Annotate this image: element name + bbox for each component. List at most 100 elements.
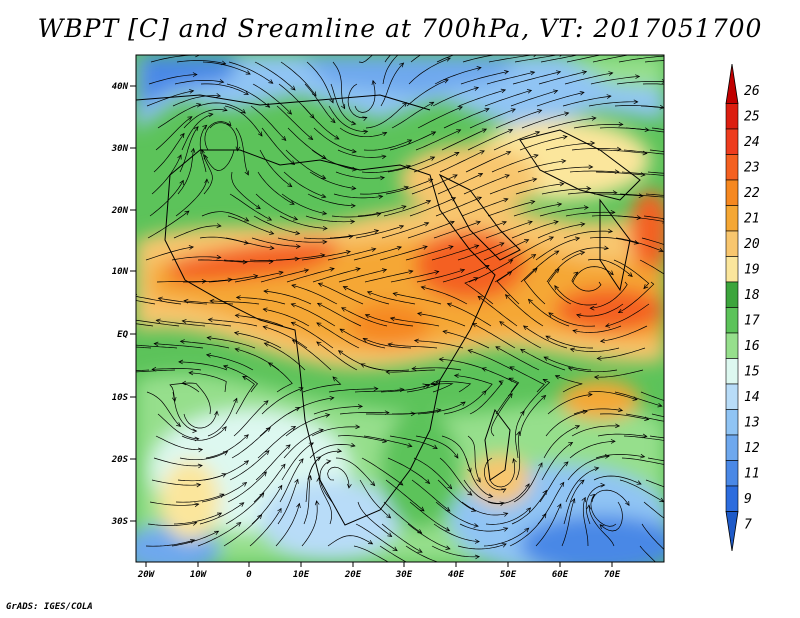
- streamline-arrow: [526, 89, 533, 94]
- streamline-arrow: [226, 121, 232, 127]
- streamline: [409, 501, 450, 532]
- streamline: [412, 367, 462, 371]
- lon-label: 50E: [500, 570, 517, 580]
- streamline-arrow: [695, 439, 699, 443]
- streamline-arrow: [255, 204, 261, 210]
- streamline: [491, 154, 539, 173]
- streamline-arrow: [420, 285, 426, 290]
- streamline-arrow: [559, 481, 565, 487]
- streamline: [461, 501, 508, 516]
- streamline-arrow: [192, 72, 198, 77]
- streamline: [417, 401, 466, 415]
- streamline: [523, 325, 568, 349]
- streamline-arrow: [245, 70, 251, 75]
- streamline: [151, 479, 201, 486]
- streamline-arrow: [183, 298, 189, 304]
- streamline-arrow: [557, 503, 562, 509]
- streamline: [311, 149, 357, 171]
- streamline: [228, 61, 274, 84]
- streamline-arrow: [334, 135, 340, 140]
- streamline-arrow: [591, 116, 597, 121]
- streamline-arrow: [509, 366, 515, 371]
- streamline-arrow: [476, 66, 482, 71]
- streamline-arrow: [615, 423, 621, 429]
- streamline-arrow: [525, 483, 530, 489]
- streamline-arrow: [179, 132, 185, 138]
- streamline-arrow: [291, 339, 297, 344]
- streamline: [335, 171, 385, 179]
- streamline: [291, 284, 338, 305]
- streamline-arrow: [434, 270, 440, 275]
- streamline-arrow: [382, 131, 388, 137]
- streamline-arrow: [476, 477, 481, 483]
- streamline: [509, 366, 545, 393]
- streamline: [554, 285, 598, 306]
- streamline-arrow: [398, 224, 405, 230]
- streamline: [154, 343, 204, 349]
- streamline: [569, 440, 616, 459]
- streamline-arrow: [541, 394, 547, 400]
- streamline: [621, 457, 664, 465]
- streamline-arrow: [642, 433, 648, 439]
- streamline: [511, 490, 547, 525]
- streamline: [153, 133, 185, 173]
- streamline: [457, 543, 507, 550]
- streamline-arrow: [203, 154, 209, 160]
- streamline: [535, 503, 562, 547]
- streamline-arrow: [235, 295, 241, 300]
- streamline: [543, 356, 592, 371]
- streamline: [206, 354, 254, 371]
- streamline-arrow: [665, 195, 669, 199]
- colorbar-label: 24: [744, 135, 760, 150]
- streamline-arrow: [454, 152, 460, 157]
- streamline: [226, 83, 270, 108]
- streamline-arrow: [553, 220, 559, 225]
- streamline-arrow: [326, 459, 332, 464]
- streamline-arrow: [290, 425, 297, 431]
- streamline-arrow: [526, 507, 532, 513]
- streamline-arrow: [510, 108, 516, 113]
- streamline: [536, 91, 585, 107]
- streamline-arrow: [362, 116, 368, 121]
- streamline-arrow: [316, 341, 322, 347]
- streamline: [545, 335, 593, 349]
- streamline-arrow: [379, 175, 385, 181]
- streamline: [263, 326, 308, 349]
- streamline-arrow: [214, 410, 219, 416]
- streamline-arrow: [504, 294, 510, 300]
- streamline: [640, 391, 664, 401]
- streamline: [183, 279, 232, 283]
- streamline: [563, 479, 585, 525]
- streamline-arrow: [381, 268, 388, 273]
- streamline: [181, 426, 227, 441]
- streamline-arrow: [516, 430, 521, 437]
- streamline: [541, 188, 591, 195]
- streamline: [387, 457, 430, 484]
- streamline: [520, 250, 559, 283]
- streamline: [582, 497, 589, 547]
- streamline: [354, 388, 404, 393]
- streamline-arrow: [264, 450, 270, 456]
- streamline-arrow: [562, 134, 568, 140]
- streamline: [360, 363, 410, 371]
- streamline: [171, 256, 221, 261]
- streamline-arrow: [569, 347, 575, 353]
- streamline: [564, 72, 613, 85]
- streamline: [510, 90, 558, 107]
- streamline-arrow: [422, 245, 428, 250]
- streamline-arrow: [268, 79, 274, 84]
- streamline-arrow: [362, 337, 368, 343]
- streamline-arrow: [364, 314, 370, 319]
- latitude-axis: 40N 30N 20N 10N EQ 10S 20S 30S: [111, 82, 136, 527]
- streamline: [590, 494, 617, 527]
- streamline-arrow: [184, 210, 190, 216]
- streamline: [432, 87, 479, 107]
- streamline: [367, 291, 416, 305]
- streamline-arrow: [373, 229, 380, 234]
- streamline-arrow: [554, 268, 560, 274]
- streamline: [309, 444, 355, 459]
- grads-credit: GrADS: IGES/COLA: [6, 602, 93, 612]
- streamline-arrow: [567, 366, 573, 372]
- streamline-arrow: [155, 318, 161, 324]
- streamline: [439, 150, 485, 173]
